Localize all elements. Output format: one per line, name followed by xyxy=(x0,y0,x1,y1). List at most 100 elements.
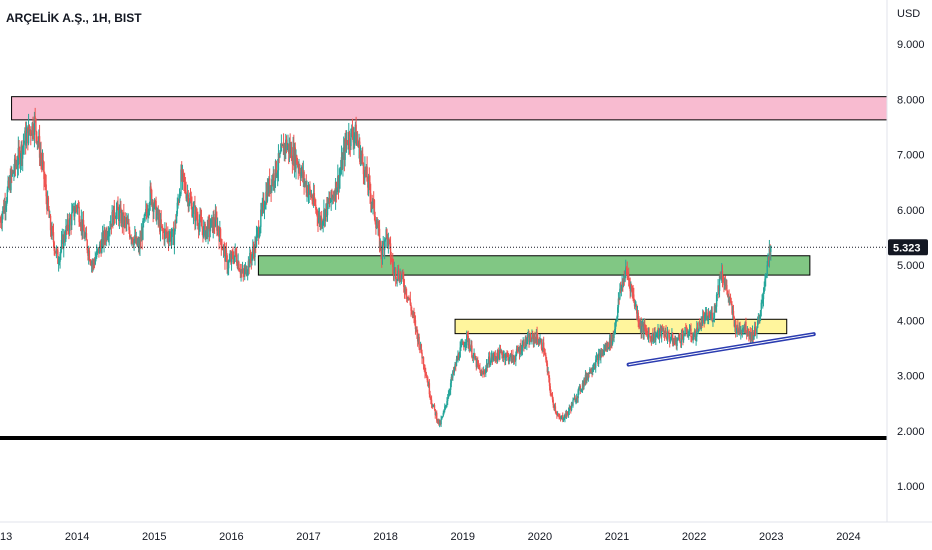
candle-body xyxy=(390,258,392,261)
candle-body xyxy=(434,409,436,416)
candle-body xyxy=(293,146,295,167)
candle-body xyxy=(329,202,332,204)
candle-body xyxy=(192,206,195,215)
candle-body xyxy=(421,352,423,359)
candle-body xyxy=(255,241,257,248)
candle-body xyxy=(114,218,116,220)
zone-resistance[interactable] xyxy=(11,96,888,121)
candle-body xyxy=(680,333,683,342)
candle-body xyxy=(126,221,129,224)
candle-body xyxy=(215,213,217,218)
candle-body xyxy=(63,234,66,240)
candle-body xyxy=(622,281,624,286)
candle-body xyxy=(526,336,529,342)
candle-body xyxy=(751,332,754,340)
candle-body xyxy=(307,192,310,197)
candle-body xyxy=(506,353,508,355)
candle-body xyxy=(186,194,189,196)
candle-body xyxy=(619,288,621,299)
candle-body xyxy=(336,188,338,195)
candle-body xyxy=(532,335,535,342)
candle-body xyxy=(457,354,459,361)
candle-body xyxy=(383,243,385,251)
candle-body xyxy=(611,335,614,345)
candle-body xyxy=(214,213,217,227)
overlays-layer xyxy=(0,332,887,441)
candle-body xyxy=(323,209,325,221)
time-tick-label: 2023 xyxy=(759,531,783,543)
candle-body xyxy=(663,334,666,336)
candle-body xyxy=(315,204,317,210)
candle-body xyxy=(232,254,234,260)
candle-body xyxy=(441,416,444,418)
candle-body xyxy=(550,392,552,395)
time-axis[interactable]: 2013 2014 2015 2016 2017 2018 2019 2020 2021 2022… xyxy=(0,531,861,543)
candle-body xyxy=(85,233,88,241)
candle-body xyxy=(199,215,201,223)
zone-mid[interactable] xyxy=(257,255,811,276)
candle-body xyxy=(755,331,757,334)
candle-body xyxy=(714,306,716,309)
candle-body xyxy=(474,353,476,360)
candle-body xyxy=(115,217,117,219)
candle-body xyxy=(187,194,190,207)
time-tick-label: 2024 xyxy=(836,531,860,543)
candle-body xyxy=(493,353,495,358)
candle-body xyxy=(756,320,759,328)
candle-body xyxy=(53,242,55,251)
candle-body xyxy=(631,287,634,293)
candle-body xyxy=(479,370,482,376)
candle-body xyxy=(93,262,96,265)
candle-body xyxy=(369,182,371,194)
candle-body xyxy=(268,178,270,194)
candle-body xyxy=(338,177,340,189)
candle-body xyxy=(5,205,7,210)
candle-body xyxy=(5,201,8,206)
time-tick-label: 2019 xyxy=(451,531,475,543)
candle-body xyxy=(524,337,527,348)
candle-body xyxy=(402,272,404,279)
candle-body xyxy=(35,131,38,143)
candle-body xyxy=(580,390,582,392)
candle-body xyxy=(41,160,44,164)
candle-body xyxy=(366,166,368,182)
candle-body xyxy=(529,336,531,345)
candle-body xyxy=(611,334,613,345)
time-tick-label: 2020 xyxy=(528,531,552,543)
candle-body xyxy=(204,223,206,239)
candle-body xyxy=(640,323,642,333)
candle-body xyxy=(393,269,395,274)
candle-body xyxy=(255,234,258,248)
candle-body xyxy=(20,144,22,159)
candle-body xyxy=(661,327,664,332)
candle-body xyxy=(271,179,273,191)
candle-body xyxy=(623,278,625,282)
candle-body xyxy=(418,336,420,349)
candle-body xyxy=(79,222,81,226)
candle-body xyxy=(591,371,593,373)
candle-body xyxy=(116,203,118,210)
candle-body xyxy=(249,252,252,259)
candle-body xyxy=(758,319,760,321)
candle-body xyxy=(618,298,620,300)
candle-body xyxy=(16,164,19,168)
candle-body xyxy=(573,397,576,399)
candle-body xyxy=(383,239,386,251)
candle-body xyxy=(157,209,159,220)
candle-body xyxy=(346,139,349,144)
candle-body xyxy=(302,172,305,178)
candle-body xyxy=(178,201,180,203)
candle-body xyxy=(27,127,29,144)
candle-body xyxy=(659,328,661,331)
candle-body xyxy=(711,312,713,321)
price-axis[interactable]: 1.000 2.000 3.000 4.000 5.000 6.000 7.000 8.000… xyxy=(897,39,925,493)
candle-body xyxy=(537,338,539,344)
candle-body xyxy=(372,199,375,201)
candle-body xyxy=(45,184,47,197)
candle-body xyxy=(675,337,678,346)
candle-body xyxy=(73,206,75,217)
candle-body xyxy=(44,182,47,185)
candle-body xyxy=(378,225,380,229)
candle-body xyxy=(697,331,700,333)
